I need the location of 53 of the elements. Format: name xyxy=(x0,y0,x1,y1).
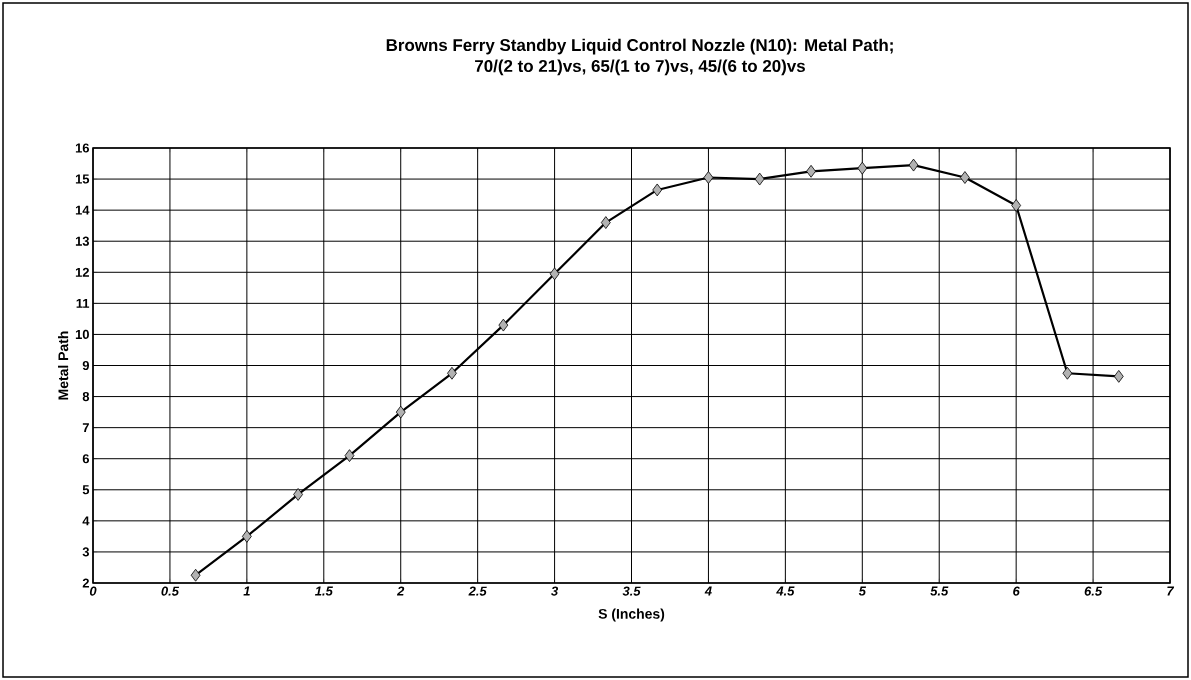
point xyxy=(1011,199,1022,212)
point xyxy=(241,530,252,543)
point xyxy=(703,171,714,184)
y-tick-label: 5 xyxy=(82,485,90,495)
point xyxy=(652,183,663,197)
x-tick-label: 6.5 xyxy=(1084,586,1103,596)
x-tick-label: 2 xyxy=(396,586,405,596)
y-tick-label: 8 xyxy=(82,391,90,402)
y-tick-label: 11 xyxy=(76,298,90,308)
x-tick-label: 0.5 xyxy=(161,586,180,596)
y-tick-label: 6 xyxy=(82,454,90,464)
y-tick-label: 10 xyxy=(75,329,89,340)
point xyxy=(395,405,406,419)
x-tick-label: 0 xyxy=(89,586,97,596)
point xyxy=(344,449,355,462)
x-axis-title: S (Inches) xyxy=(598,608,665,622)
point xyxy=(293,488,303,501)
chart-title: Browns Ferry Standby Liquid Control Nozzle (N10): Metal Path; xyxy=(386,38,893,55)
x-tick-label: 7 xyxy=(1167,586,1175,596)
x-tick-label: 3 xyxy=(551,586,559,596)
point xyxy=(960,171,970,184)
y-tick-label: 14 xyxy=(75,205,90,215)
y-tick-label: 9 xyxy=(82,360,89,371)
point xyxy=(857,161,868,175)
x-tick-label: 2.5 xyxy=(468,586,487,596)
y-tick-label: 13 xyxy=(75,236,90,246)
point xyxy=(447,366,457,380)
x-tick-label: 6 xyxy=(1013,586,1020,596)
point xyxy=(908,158,919,172)
y-tick-label: 4 xyxy=(82,516,90,526)
point xyxy=(1113,370,1124,383)
x-tick-label: 5.5 xyxy=(930,586,949,596)
point xyxy=(498,318,509,332)
y-tick-label: 7 xyxy=(82,423,89,433)
y-tick-label: 2 xyxy=(82,578,89,588)
point xyxy=(600,216,611,229)
point xyxy=(549,267,560,281)
x-tick-label: 5 xyxy=(858,586,867,596)
y-tick-label: 12 xyxy=(75,267,89,277)
point xyxy=(806,164,816,178)
chart-subtitle: 70/(2 to 21)vs, 65/(1 to 7)vs, 45/(6 to 20)vs xyxy=(475,59,805,76)
y-axis-title: Metal Path xyxy=(58,331,69,400)
x-tick-label: 1.5 xyxy=(315,586,333,596)
point xyxy=(754,172,765,186)
point xyxy=(1062,366,1073,380)
x-tick-label: 3.5 xyxy=(622,586,641,596)
x-tick-label: 1 xyxy=(243,586,250,596)
x-tick-label: 4 xyxy=(704,586,712,596)
y-tick-label: 3 xyxy=(82,547,90,557)
y-tick-label: 15 xyxy=(75,174,90,184)
point xyxy=(190,568,201,582)
y-tick-label: 16 xyxy=(75,143,90,153)
x-tick-label: 4.5 xyxy=(776,586,795,596)
